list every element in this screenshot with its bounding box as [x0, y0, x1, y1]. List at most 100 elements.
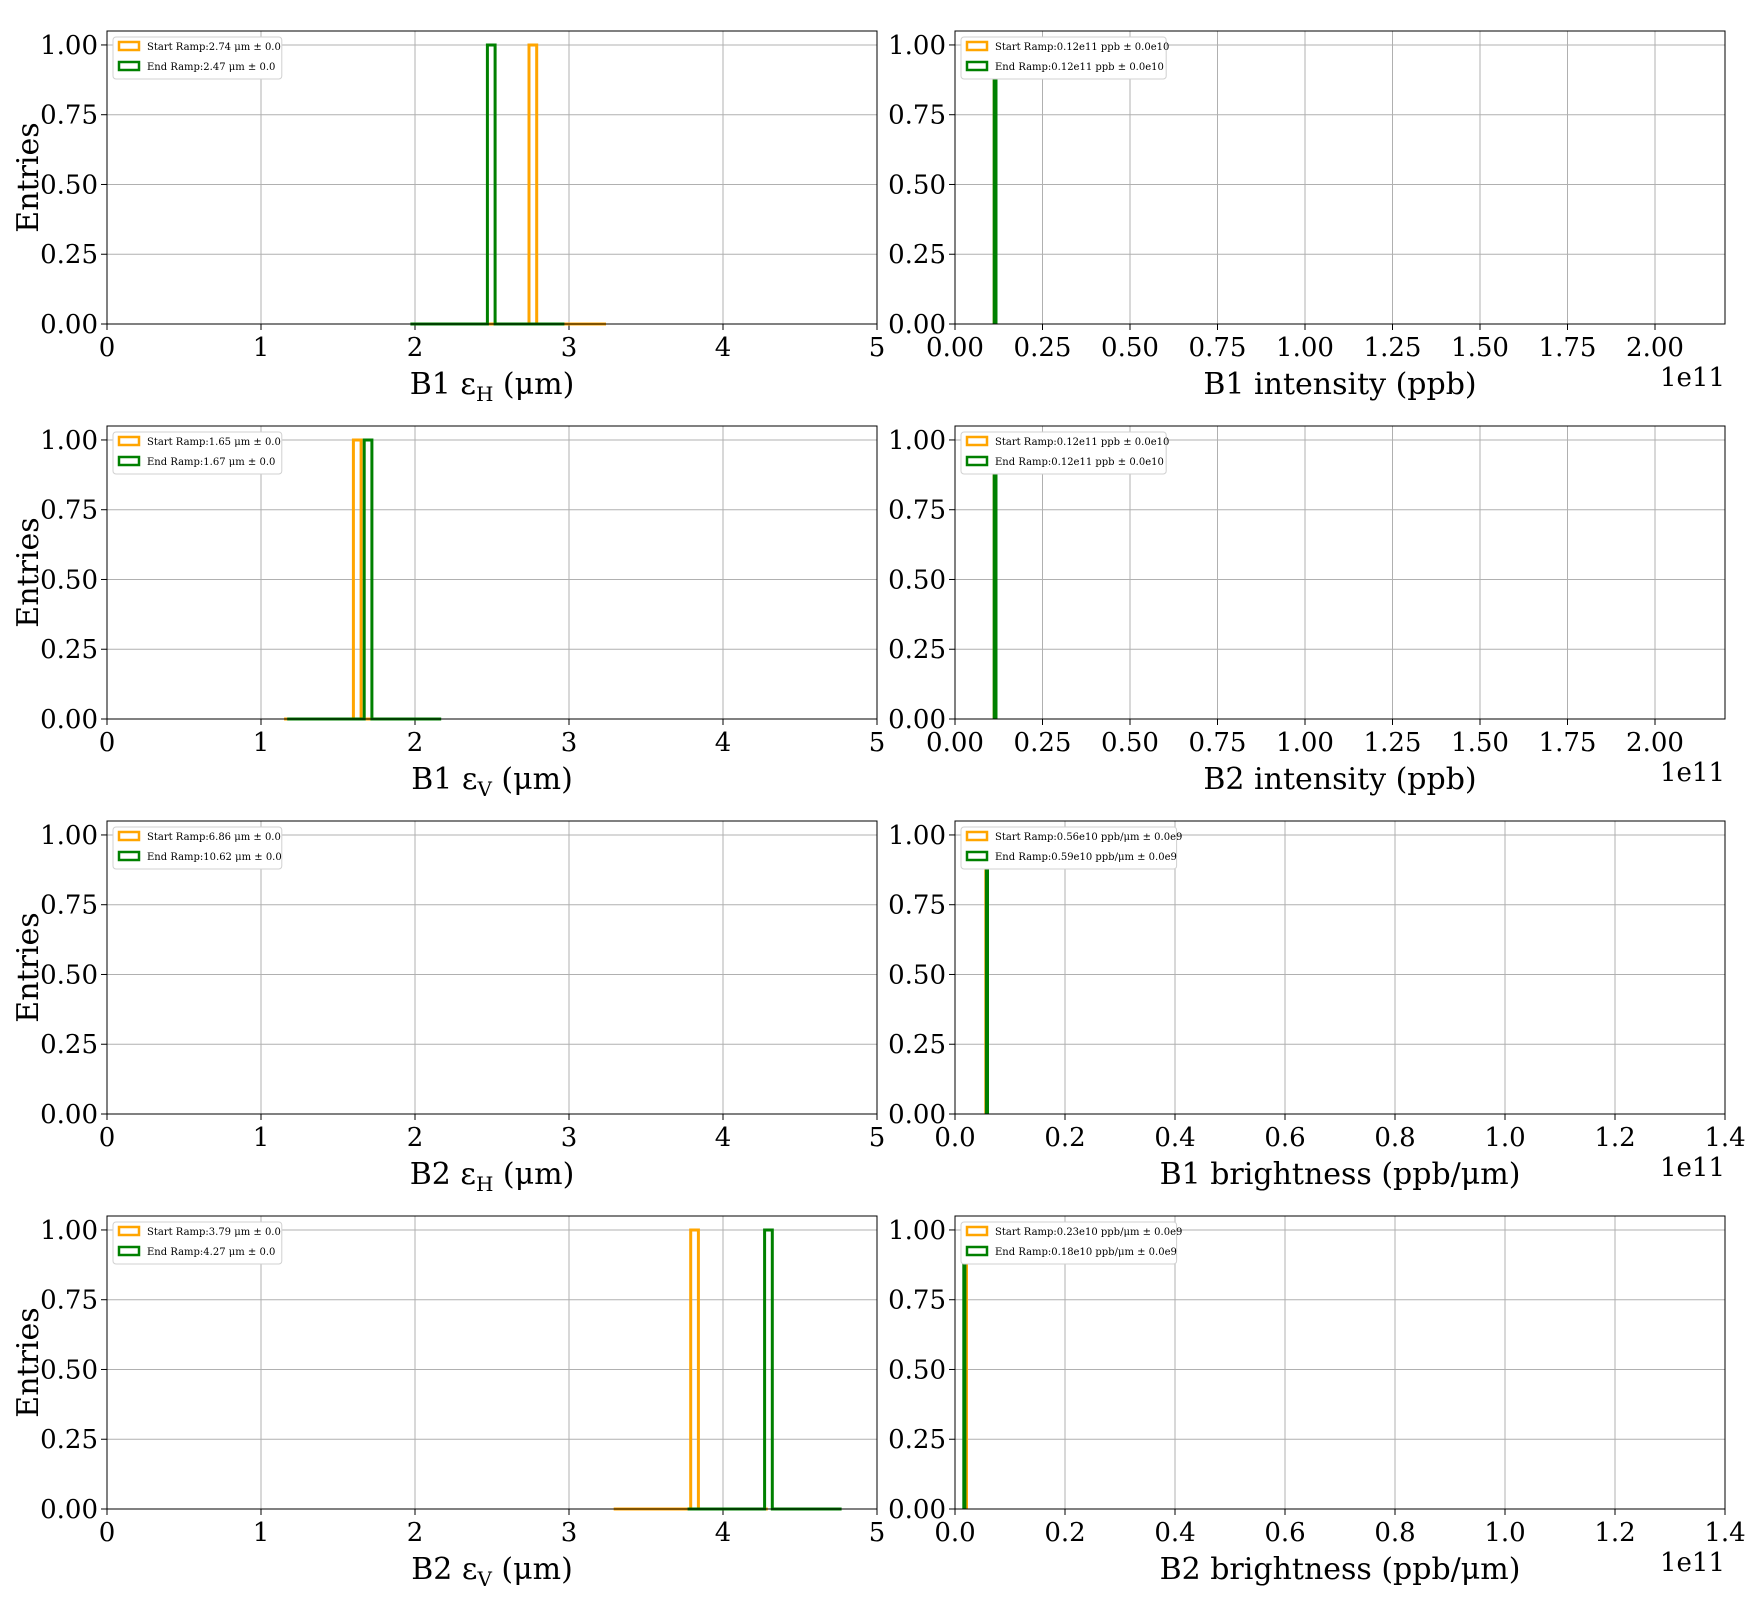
- x-tick-label: 1.25: [1364, 728, 1422, 758]
- end-ramp-legend-swatch: [965, 1245, 989, 1257]
- end-ramp-legend-label: End Ramp:2.47 μm ± 0.0: [147, 62, 275, 73]
- x-tick-label: 0.0: [934, 1518, 975, 1548]
- x-axis-label: B1 intensity (ppb): [1203, 367, 1476, 402]
- start-ramp-legend-swatch: [117, 435, 141, 447]
- end-ramp-legend-swatch: [965, 455, 989, 467]
- y-tick-label: 1.00: [888, 31, 946, 61]
- y-tick-label: 0.50: [888, 170, 946, 200]
- start-ramp-legend-label: Start Ramp:3.79 μm ± 0.0: [147, 1227, 281, 1238]
- y-tick-label: 0.25: [40, 635, 98, 665]
- histogram-panel-7: 0.00 0.25 0.50 0.75 1.00 0 1 2 3 4 5 Start Ramp:3.7…: [11, 1215, 886, 1591]
- y-tick-label: 0.50: [888, 1355, 946, 1385]
- x-tick-label: 1.2: [1594, 1518, 1635, 1548]
- x-axis-offset-text: 1e11: [1660, 363, 1725, 393]
- x-tick-label: 1: [253, 333, 270, 363]
- x-tick-label: 3: [561, 728, 578, 758]
- x-tick-label: 1.75: [1539, 728, 1597, 758]
- start-ramp-legend-swatch: [965, 40, 989, 52]
- x-tick-label: 1: [253, 1518, 270, 1548]
- y-tick-label: 0.50: [888, 960, 946, 990]
- y-tick-label: 0.50: [40, 565, 98, 595]
- x-tick-label: 1.75: [1539, 333, 1597, 363]
- x-tick-label: 2.00: [1626, 333, 1684, 363]
- start-ramp-legend-label: Start Ramp:0.23e10 ppb/μm ± 0.0e9: [995, 1227, 1182, 1238]
- histogram-panel-4: 0.00 0.25 0.50 0.75 1.00 0.00 0.25 0.50 0.75 1.00…: [888, 425, 1726, 797]
- legend: Start Ramp:0.23e10 ppb/μm ± 0.0e9 End Ram…: [960, 1221, 1182, 1265]
- legend-box: [112, 826, 283, 870]
- x-tick-label: 5: [869, 333, 886, 363]
- histogram-panel-6: 0.00 0.25 0.50 0.75 1.00 0.0 0.2 0.4 0.6 0.8 1.0 1.…: [888, 820, 1746, 1192]
- end-ramp-legend-swatch: [117, 1245, 141, 1257]
- start-ramp-legend-label: Start Ramp:2.74 μm ± 0.0: [147, 42, 281, 53]
- y-tick-label: 0.25: [888, 1030, 946, 1060]
- histogram-panel-2: 0.00 0.25 0.50 0.75 1.00 0.00 0.25 0.50 0.75 1.00…: [888, 30, 1726, 402]
- x-tick-label: 0.2: [1044, 1518, 1085, 1548]
- x-tick-label: 0.2: [1044, 1123, 1085, 1153]
- end-ramp-legend-swatch: [965, 850, 989, 862]
- start-ramp-legend-label: Start Ramp:0.12e11 ppb ± 0.0e10: [995, 42, 1169, 53]
- end-ramp-histogram-step: [992, 438, 998, 719]
- x-axis-label: B2 εV (μm): [411, 1552, 573, 1591]
- start-ramp-legend-swatch: [117, 1225, 141, 1237]
- y-tick-label: 0.75: [888, 101, 946, 131]
- y-tick-label: 0.25: [888, 1425, 946, 1455]
- x-tick-label: 4: [715, 333, 732, 363]
- legend-box: [960, 36, 1167, 80]
- y-tick-label: 0.25: [888, 635, 946, 665]
- x-axis-offset-text: 1e11: [1660, 758, 1725, 788]
- y-tick-label: 0.25: [40, 1030, 98, 1060]
- x-tick-label: 1.00: [1276, 333, 1334, 363]
- legend-box: [960, 826, 1178, 870]
- x-tick-label: 3: [561, 1123, 578, 1153]
- axes-frame: [106, 30, 878, 325]
- axes-frame: [954, 820, 1726, 1115]
- x-tick-label: 2: [407, 1123, 424, 1153]
- start-ramp-legend-label: Start Ramp:0.12e11 ppb ± 0.0e10: [995, 437, 1169, 448]
- x-axis-label: B2 intensity (ppb): [1203, 762, 1476, 797]
- y-tick-label: 1.00: [888, 821, 946, 851]
- x-axis-label: B2 εH (μm): [410, 1157, 575, 1196]
- end-ramp-legend-label: End Ramp:10.62 μm ± 0.0: [147, 852, 282, 863]
- end-ramp-histogram-step: [962, 1228, 967, 1509]
- y-tick-label: 0.25: [40, 1425, 98, 1455]
- x-tick-label: 3: [561, 333, 578, 363]
- x-tick-label: 0.6: [1264, 1518, 1305, 1548]
- y-tick-label: 0.00: [40, 310, 98, 340]
- axes-frame: [954, 425, 1726, 720]
- end-ramp-histogram-step: [992, 43, 998, 324]
- end-ramp-legend-swatch: [117, 60, 141, 72]
- y-axis-label: Entries: [11, 517, 46, 627]
- legend: Start Ramp:0.56e10 ppb/μm ± 0.0e9 End Ram…: [960, 826, 1182, 870]
- start-ramp-legend-swatch: [965, 1225, 989, 1237]
- y-tick-label: 1.00: [888, 426, 946, 456]
- start-ramp-legend-label: Start Ramp:6.86 μm ± 0.0: [147, 832, 281, 843]
- y-axis-label: Entries: [11, 912, 46, 1022]
- y-tick-label: 0.75: [40, 1286, 98, 1316]
- y-tick-label: 0.75: [40, 101, 98, 131]
- y-tick-label: 0.00: [888, 1100, 946, 1130]
- y-tick-label: 1.00: [40, 821, 98, 851]
- y-tick-label: 1.00: [40, 1216, 98, 1246]
- x-tick-label: 4: [715, 1123, 732, 1153]
- x-tick-label: 1: [253, 1123, 270, 1153]
- x-tick-label: 3: [561, 1518, 578, 1548]
- legend: Start Ramp:0.12e11 ppb ± 0.0e10 End Ramp:…: [960, 431, 1169, 475]
- x-tick-label: 0.00: [926, 333, 984, 363]
- x-tick-label: 4: [715, 1518, 732, 1548]
- y-tick-label: 0.25: [40, 240, 98, 270]
- end-ramp-legend-label: End Ramp:1.67 μm ± 0.0: [147, 457, 275, 468]
- y-axis-label: Entries: [11, 122, 46, 232]
- x-tick-label: 0: [99, 1123, 116, 1153]
- y-tick-label: 0.00: [40, 1100, 98, 1130]
- histogram-panel-5: 0.00 0.25 0.50 0.75 1.00 0 1 2 3 4 5 Start Ramp:6.8…: [11, 820, 885, 1196]
- x-tick-label: 5: [869, 1518, 886, 1548]
- y-tick-label: 1.00: [40, 426, 98, 456]
- end-ramp-histogram-step: [984, 833, 989, 1114]
- x-axis-offset-text: 1e11: [1660, 1153, 1725, 1183]
- x-tick-label: 0: [99, 728, 116, 758]
- x-tick-label: 2: [407, 1518, 424, 1548]
- axes-frame: [106, 1215, 878, 1510]
- x-tick-label: 0.75: [1189, 728, 1247, 758]
- histogram-panel-3: 0.00 0.25 0.50 0.75 1.00 0 1 2 3 4 5 Start Ramp:1.6…: [11, 425, 885, 801]
